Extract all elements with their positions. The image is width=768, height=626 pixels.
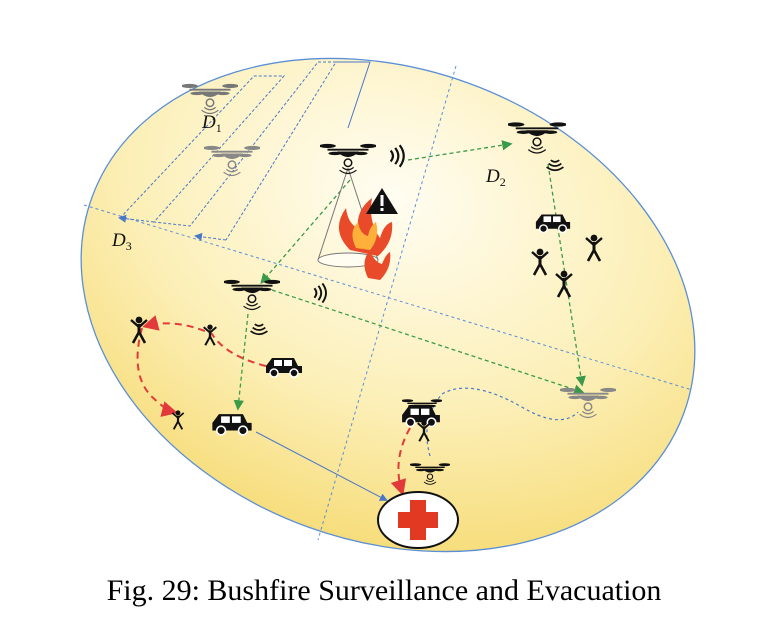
zone-boundaries xyxy=(83,65,693,541)
evacuation-routes xyxy=(136,315,411,496)
zone-label-d3: D3 xyxy=(111,230,132,253)
zone-label-d1: D1 xyxy=(201,112,222,135)
scan-path-d1-solid xyxy=(336,61,371,129)
bushfire-scene: D1 D2 D3 xyxy=(80,57,696,553)
route-to-hospital xyxy=(255,431,388,501)
surveillance-region xyxy=(80,57,696,553)
fire-icon xyxy=(338,198,393,280)
zone-label-d2: D2 xyxy=(485,166,506,189)
warning-icon xyxy=(366,188,398,214)
figure-caption: Fig. 29: Bushfire Surveillance and Evacu… xyxy=(106,574,662,607)
medical-cross-icon xyxy=(377,491,459,549)
scan-path-d1 xyxy=(118,61,337,241)
comm-links xyxy=(233,140,586,411)
